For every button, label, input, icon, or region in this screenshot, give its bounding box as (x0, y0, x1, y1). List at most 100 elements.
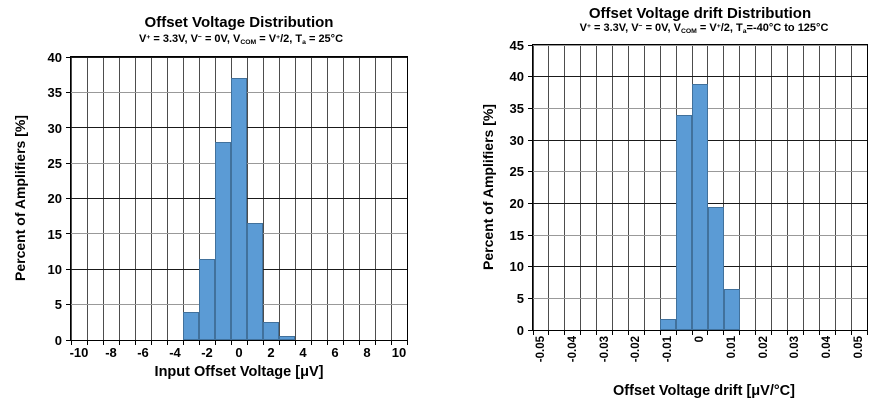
histogram-bar (231, 78, 247, 340)
chart-title: Offset Voltage Distribution (144, 14, 334, 31)
x-tick-label: 8 (363, 345, 371, 360)
x-tick-label: -0.04 (566, 336, 579, 363)
x-axis-tick (564, 330, 566, 335)
y-axis-tick (66, 339, 71, 341)
subtitle-segment: = 0V, V (201, 33, 241, 45)
subtitle-segment: =-40°C to 125°C (746, 22, 829, 34)
x-tick-label: 0.02 (757, 336, 770, 359)
subtitle-segment: V (579, 22, 587, 34)
y-tick-label: 0 (516, 322, 524, 338)
gridline-vertical (723, 45, 725, 330)
y-axis-tick (66, 198, 71, 199)
gridline-vertical (755, 45, 757, 330)
gridline-vertical (802, 45, 804, 330)
subtitle-segment: a (742, 27, 747, 35)
x-axis-tick (627, 330, 629, 335)
x-axis-tick (230, 340, 232, 345)
x-tick-label: -0.02 (630, 336, 643, 363)
x-tick-label: -0.01 (662, 336, 675, 363)
y-axis-tick (528, 171, 533, 173)
histogram-bar (660, 319, 677, 330)
y-axis-tick (66, 91, 71, 93)
chart-offset-voltage-distribution: Offset Voltage Distribution V+ = 3.3V, V… (12, 14, 408, 380)
y-tick-label: 5 (516, 291, 524, 307)
x-tick-label: 2 (267, 345, 275, 360)
x-axis-tick (294, 340, 296, 345)
y-axis-tick (528, 107, 533, 109)
x-axis-tick (834, 330, 836, 335)
histogram-bar (692, 84, 708, 330)
x-tick-label: 0.05 (853, 336, 866, 359)
y-tick-label: 20 (47, 191, 62, 207)
subtitle-segment: = 3.3V, V (150, 33, 198, 45)
x-axis-tick (198, 340, 200, 345)
y-axis-tick (528, 139, 533, 141)
x-axis-tick (675, 330, 677, 335)
subtitle-segment: = V (256, 33, 277, 45)
x-tick-label: -6 (137, 345, 149, 360)
x-axis-tick (118, 340, 120, 345)
y-tick-label: 25 (47, 155, 62, 171)
x-tick-label: 10 (391, 345, 407, 360)
x-axis-tick (612, 330, 614, 335)
x-axis-tick (723, 330, 725, 335)
subtitle-segment: = 25°C (305, 33, 344, 45)
y-axis-tick (528, 234, 533, 236)
y-tick-label: 15 (47, 226, 62, 242)
x-axis-tick (102, 340, 104, 345)
x-axis-tick (342, 340, 344, 345)
x-axis-tick (150, 340, 152, 345)
gridline-vertical (850, 45, 852, 330)
subtitle-segment: a (302, 38, 306, 46)
x-axis-tick (850, 330, 852, 335)
subtitle-segment: − (638, 23, 643, 31)
y-tick-label: 10 (47, 262, 62, 277)
gridline-horizontal (71, 56, 407, 58)
x-axis-title: Offset Voltage drift [μV/°C] (613, 383, 795, 399)
histogram-bar (279, 336, 295, 340)
y-tick-label: 35 (509, 101, 524, 117)
y-tick-label: 5 (54, 297, 62, 313)
x-tick-label: 0 (694, 336, 706, 343)
gridline-vertical (834, 45, 836, 330)
subtitle-segment: = 3.3V, V (590, 22, 639, 34)
x-axis-tick (580, 330, 582, 335)
gridline-horizontal (533, 44, 867, 46)
gridline-horizontal (533, 76, 867, 78)
histogram-bar (263, 322, 279, 340)
chart-title: Offset Voltage drift Distribution (588, 5, 812, 22)
x-tick-label: 4 (299, 345, 307, 360)
x-axis-tick (182, 340, 184, 345)
x-axis-tick (134, 340, 136, 345)
y-axis-tick (66, 162, 71, 164)
y-axis-tick (66, 127, 71, 129)
x-axis-tick (802, 330, 804, 335)
x-axis-tick (691, 330, 693, 335)
x-axis-tick (548, 330, 550, 335)
subtitle-segment: + (586, 23, 591, 31)
x-axis-title: Input Offset Voltage [μV] (154, 364, 324, 380)
histogram-bar (215, 141, 231, 340)
histogram-bar (247, 223, 263, 340)
gridline-vertical (771, 45, 773, 330)
chart-subtitle: V+ = 3.3V, V− = 0V, VCOM = V+/2, Ta=-40°… (494, 22, 876, 35)
x-axis-tick (739, 330, 741, 335)
gridline-vertical (564, 45, 566, 330)
subtitle-segment: = 0V, V (642, 22, 681, 34)
y-tick-label: 30 (47, 120, 62, 136)
y-tick-label: 35 (47, 85, 62, 101)
subtitle-segment: + (146, 34, 151, 42)
gridline-vertical (612, 45, 614, 330)
x-tick-label: -0.05 (534, 336, 547, 363)
x-axis-tick (596, 330, 598, 335)
x-tick-label: 0.04 (821, 336, 834, 359)
subtitle-segment: = V (696, 22, 717, 34)
y-tick-label: 25 (509, 164, 524, 180)
x-tick-label: -0.03 (598, 336, 611, 363)
gridline-vertical (707, 45, 709, 330)
x-tick-label: 0.03 (789, 336, 802, 359)
gridline-vertical (866, 45, 868, 330)
y-tick-label: 0 (54, 332, 62, 348)
chart-subtitle: V+ = 3.3V, V− = 0V, VCOM = V+/2, Ta = 25… (31, 33, 451, 46)
x-axis-tick (70, 340, 72, 345)
